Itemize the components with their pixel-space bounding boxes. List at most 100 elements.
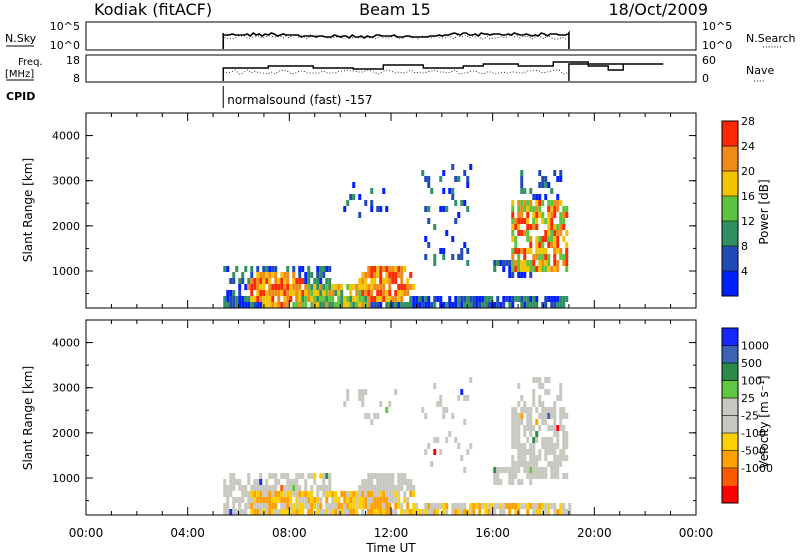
range-gate-cell xyxy=(313,278,317,284)
range-gate-cell xyxy=(382,479,386,485)
range-gate-cell xyxy=(523,218,527,224)
range-gate-cell xyxy=(514,503,518,509)
range-gate-cell xyxy=(562,413,566,419)
range-gate-cell xyxy=(469,503,473,509)
range-gate-cell xyxy=(553,200,557,206)
range-gate-cell xyxy=(319,278,323,284)
range-gate-cell xyxy=(529,407,533,413)
range-gate-cell xyxy=(421,296,425,302)
range-gate-cell xyxy=(511,266,515,272)
range-gate-cell xyxy=(556,260,560,266)
range-gate-cell xyxy=(340,296,344,302)
range-gate-cell xyxy=(496,260,500,266)
velocity-colorbar: 1000 500 100 25 -25 -100 -500 -1000 xyxy=(721,327,773,504)
range-gate-cell xyxy=(370,266,374,272)
range-gate-cell xyxy=(442,188,446,194)
range-gate-cell xyxy=(565,206,569,212)
range-gate-cell xyxy=(520,176,524,182)
range-gate-cell xyxy=(397,485,401,491)
range-gate-cell xyxy=(553,461,557,467)
range-gate-cell xyxy=(313,503,317,509)
range-gate-cell xyxy=(550,296,554,302)
range-gate-cell xyxy=(229,509,233,515)
range-gate-cell xyxy=(424,296,428,302)
range-gate-cell xyxy=(442,413,446,419)
range-gate-cell xyxy=(247,302,251,308)
range-gate-cell xyxy=(436,296,440,302)
range-gate-cell xyxy=(247,284,251,290)
range-gate-cell xyxy=(535,467,539,473)
range-gate-cell xyxy=(244,284,248,290)
range-gate-cell xyxy=(322,491,326,497)
range-gate-cell xyxy=(274,278,278,284)
range-gate-cell xyxy=(325,284,329,290)
range-gate-cell xyxy=(349,491,353,497)
y-tick-label: 4000 xyxy=(52,337,80,350)
range-gate-cell xyxy=(397,479,401,485)
range-gate-cell xyxy=(547,242,551,248)
range-gate-cell xyxy=(352,194,356,200)
range-gate-cell xyxy=(538,467,542,473)
range-gate-cell xyxy=(370,200,374,206)
range-gate-cell xyxy=(517,449,521,455)
range-gate-cell xyxy=(514,467,518,473)
range-gate-cell xyxy=(289,509,293,515)
range-gate-cell xyxy=(523,254,527,260)
range-gate-cell xyxy=(364,272,368,278)
range-gate-cell xyxy=(550,473,554,479)
range-gate-cell xyxy=(535,509,539,515)
range-gate-cell xyxy=(355,302,359,308)
range-gate-cell xyxy=(538,413,542,419)
range-gate-cell xyxy=(508,296,512,302)
range-gate-cell xyxy=(325,278,329,284)
range-gate-cell xyxy=(277,296,281,302)
nsearch-trace xyxy=(222,34,569,40)
range-gate-cell xyxy=(565,437,569,443)
range-gate-cell xyxy=(541,200,545,206)
range-gate-cell xyxy=(421,170,425,176)
range-gate-cell xyxy=(304,479,308,485)
range-gate-cell xyxy=(559,503,563,509)
range-gate-cell xyxy=(493,503,497,509)
range-gate-cell xyxy=(430,503,434,509)
range-gate-cell xyxy=(529,296,533,302)
range-gate-cell xyxy=(433,224,437,230)
nsearch-tick-bottom: 10^0 xyxy=(702,39,732,52)
range-gate-cell xyxy=(517,212,521,218)
range-gate-cell xyxy=(250,509,254,515)
range-gate-cell xyxy=(469,377,473,383)
range-gate-cell xyxy=(367,485,371,491)
range-gate-cell xyxy=(271,272,275,278)
range-gate-cell xyxy=(553,230,557,236)
range-gate-cell xyxy=(286,272,290,278)
range-gate-cell xyxy=(490,503,494,509)
range-gate-cell xyxy=(532,254,536,260)
range-gate-cell xyxy=(286,497,290,503)
range-gate-cell xyxy=(259,473,263,479)
range-gate-cell xyxy=(397,497,401,503)
range-gate-cell xyxy=(514,437,518,443)
range-gate-cell xyxy=(379,503,383,509)
range-gate-cell xyxy=(388,284,392,290)
range-gate-cell xyxy=(352,503,356,509)
range-gate-cell xyxy=(406,302,410,308)
range-gate-cell xyxy=(325,509,329,515)
range-gate-cell xyxy=(565,254,569,260)
range-gate-cell xyxy=(292,278,296,284)
nsearch-legend-dots: ······· xyxy=(762,43,782,53)
range-gate-cell xyxy=(310,290,314,296)
range-gate-cell xyxy=(535,248,539,254)
range-gate-cell xyxy=(517,461,521,467)
range-gate-cell xyxy=(532,194,536,200)
range-gate-cell xyxy=(547,296,551,302)
range-gate-cell xyxy=(394,272,398,278)
range-gate-cell xyxy=(226,302,230,308)
range-gate-cell xyxy=(502,509,506,515)
range-gate-cell xyxy=(520,212,524,218)
range-gate-cell xyxy=(223,296,227,302)
range-gate-cell xyxy=(349,497,353,503)
nsky-label: N.Sky xyxy=(5,32,37,45)
range-gate-cell xyxy=(271,473,275,479)
range-gate-cell xyxy=(358,302,362,308)
